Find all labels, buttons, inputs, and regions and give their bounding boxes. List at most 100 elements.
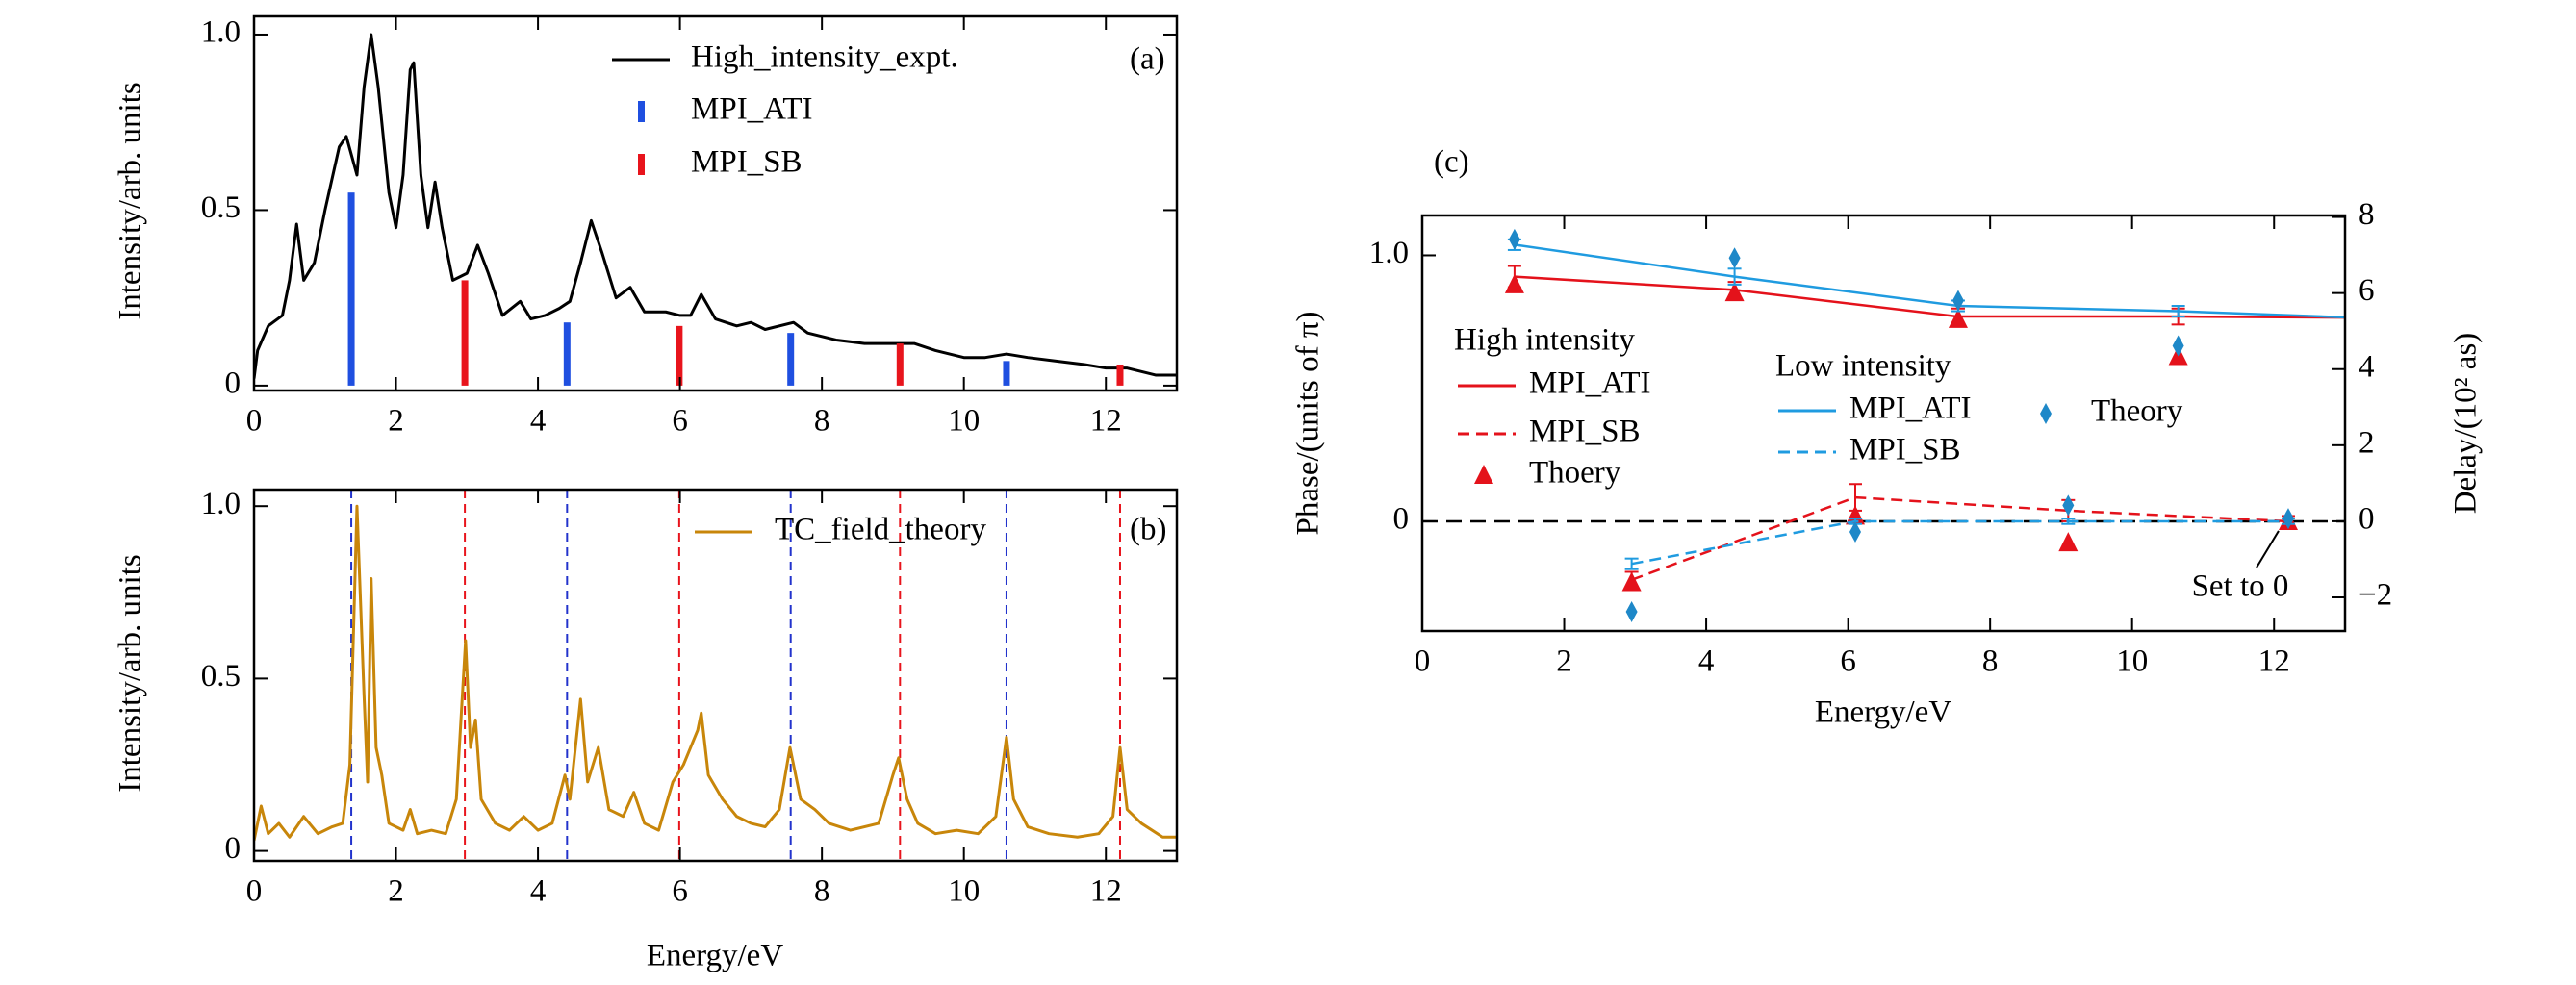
stick	[347, 192, 355, 386]
x-tick-label: 12	[1090, 404, 1122, 439]
theory-marker	[2058, 532, 2079, 552]
theory-marker	[1951, 290, 1964, 312]
theory-marker	[2062, 494, 2075, 517]
theory-marker	[1849, 521, 1861, 543]
x-axis-label: Energy/eV	[647, 939, 784, 973]
plot-area	[254, 33, 1177, 386]
legend-label: MPI_SB	[1529, 415, 1641, 449]
legend-title: High intensity	[1454, 323, 1635, 358]
theory-marker	[2172, 335, 2184, 357]
legend-label: High_intensity_expt.	[691, 40, 958, 75]
error-bar	[2391, 313, 2405, 323]
y-tick-label: 1.0	[201, 15, 241, 50]
y-tick-label: 0	[225, 366, 242, 400]
panel: 0 2 4 6 8 10 12 0 0.5 1.0 (b) Intensity/arb. units E…	[114, 487, 1179, 973]
x-tick-label: 4	[530, 874, 547, 909]
error-bar	[2171, 305, 2185, 318]
phase-line	[1631, 495, 2289, 581]
error-bar	[1624, 557, 1639, 570]
y-tick-label: 0.5	[201, 190, 241, 225]
y-axis-label: Intensity/arb. units	[114, 82, 148, 319]
legend-label: Theory	[2091, 394, 2183, 429]
theory-marker	[1724, 282, 1745, 302]
spectrum-line	[254, 504, 1177, 842]
x-tick-label: 6	[672, 874, 688, 909]
theory-marker	[1621, 571, 1642, 592]
panel: 0 2 4 6 8 10 12 0 1.0 −2 0 2 4 6 8 (c) Phase/(units of π…	[1291, 145, 2484, 730]
legend-label: MPI_ATI	[691, 92, 813, 127]
x-tick-label: 8	[814, 404, 830, 439]
phase-line	[1631, 519, 2288, 566]
y-tick-label: 1.0	[1369, 236, 1409, 270]
error-bar	[2391, 314, 2405, 324]
x-tick-label: 10	[2116, 644, 2148, 679]
theory-marker	[2040, 403, 2052, 424]
stick	[461, 280, 469, 386]
y-tick-label: 0	[1393, 502, 1410, 537]
theory-marker	[1508, 228, 1520, 250]
y-tick-label: 0	[225, 831, 242, 866]
x-axis-label: Energy/eV	[1815, 695, 1952, 730]
axes-frame	[252, 14, 1179, 392]
stick	[1003, 361, 1010, 386]
x-tick-label: 12	[2258, 644, 2290, 679]
theory-marker	[1948, 308, 1968, 328]
y2-axis-label: Delay/(10² as)	[2449, 333, 2484, 515]
error-bar	[2061, 518, 2076, 525]
legend-label: MPI_SB	[691, 145, 803, 180]
x-tick-label: 6	[1840, 644, 1856, 679]
y2-tick-label: 0	[2359, 501, 2375, 536]
x-tick-label: 8	[814, 874, 830, 909]
x-tick-label: 2	[1556, 644, 1572, 679]
legend-label: MPI_SB	[1849, 433, 1961, 467]
stick	[896, 343, 904, 386]
x-tick-label: 10	[948, 874, 980, 909]
panel-label: (b)	[1130, 513, 1166, 547]
x-tick-label: 0	[246, 874, 263, 909]
stick	[787, 333, 795, 386]
x-tick-label: 0	[246, 404, 263, 439]
y2-tick-label: 2	[2359, 425, 2375, 460]
legend-title: Low intensity	[1775, 349, 1951, 384]
x-tick-label: 4	[530, 404, 547, 439]
x-tick-label: 10	[948, 404, 980, 439]
x-tick-label: 8	[1982, 644, 1999, 679]
theory-marker	[2282, 508, 2294, 530]
theory-marker	[1625, 600, 1638, 622]
y2-tick-label: −2	[2359, 578, 2392, 613]
x-tick-label: 2	[388, 404, 404, 439]
error-bar	[1727, 267, 1742, 286]
theory-marker	[1728, 247, 1741, 269]
x-tick-label: 4	[1698, 644, 1715, 679]
y2-tick-label: 4	[2359, 349, 2375, 384]
y-axis-label: Intensity/arb. units	[114, 554, 148, 792]
stick	[563, 322, 571, 386]
plot-area	[254, 490, 1177, 861]
axes-frame	[1420, 214, 2347, 633]
y-axis-label: Phase/(units of π)	[1291, 312, 1326, 536]
x-tick-label: 12	[1090, 874, 1122, 909]
spectrum-line	[254, 33, 1177, 379]
y-tick-label: 1.0	[201, 487, 241, 521]
plot-area	[1422, 228, 2405, 622]
y2-tick-label: 8	[2359, 197, 2375, 232]
panel: 0 2 4 6 8 10 12 0 0.5 1.0 (a) Intensity/arb. units H…	[114, 14, 1179, 439]
legend-swatch	[638, 154, 645, 175]
theory-marker	[1474, 465, 1493, 484]
legend-swatch	[638, 101, 645, 122]
legend-label: MPI_ATI	[1849, 391, 1972, 426]
legend-label: TC_field_theory	[775, 513, 986, 547]
y-tick-label: 0.5	[201, 659, 241, 694]
annotation-pointer	[2256, 530, 2280, 568]
panel-label: (c)	[1434, 145, 1469, 180]
axes-frame	[252, 488, 1179, 863]
legend-label: MPI_ATI	[1529, 366, 1651, 401]
x-tick-label: 2	[388, 874, 404, 909]
y2-tick-label: 6	[2359, 273, 2375, 308]
annotation: Set to 0	[2192, 569, 2289, 604]
legend-label: Thoery	[1529, 456, 1621, 491]
stick	[676, 325, 683, 386]
theory-marker	[1504, 273, 1524, 293]
